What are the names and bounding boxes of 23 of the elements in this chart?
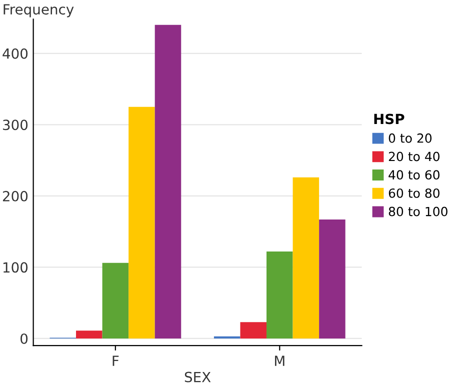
y-tick-label: 200 [2,190,28,202]
y-tick-label: 100 [3,262,28,273]
bar [154,24,182,338]
bar [102,262,129,338]
bar [266,252,293,338]
bar [128,106,155,338]
legend-label: 80 to 100 [388,206,448,216]
legend-label: 20 to 40 [388,152,440,162]
y-axis-title: Frequency [4,4,74,18]
x-tick-label: F [112,356,119,366]
y-tick-label: 400 [2,48,28,59]
x-tick-label: M [275,356,284,366]
bar [240,322,267,338]
bar [76,330,102,338]
legend-title: HSP [374,114,404,124]
legend-label: 0 to 20 [388,133,432,143]
bar [292,177,320,338]
legend-label: 40 to 60 [388,170,440,180]
y-tick-label: 300 [3,120,28,130]
legend-label: 60 to 80 [388,188,440,198]
bar [319,219,346,338]
y-tick-label: 0 [20,333,28,344]
x-axis-title: SEX [184,372,211,382]
